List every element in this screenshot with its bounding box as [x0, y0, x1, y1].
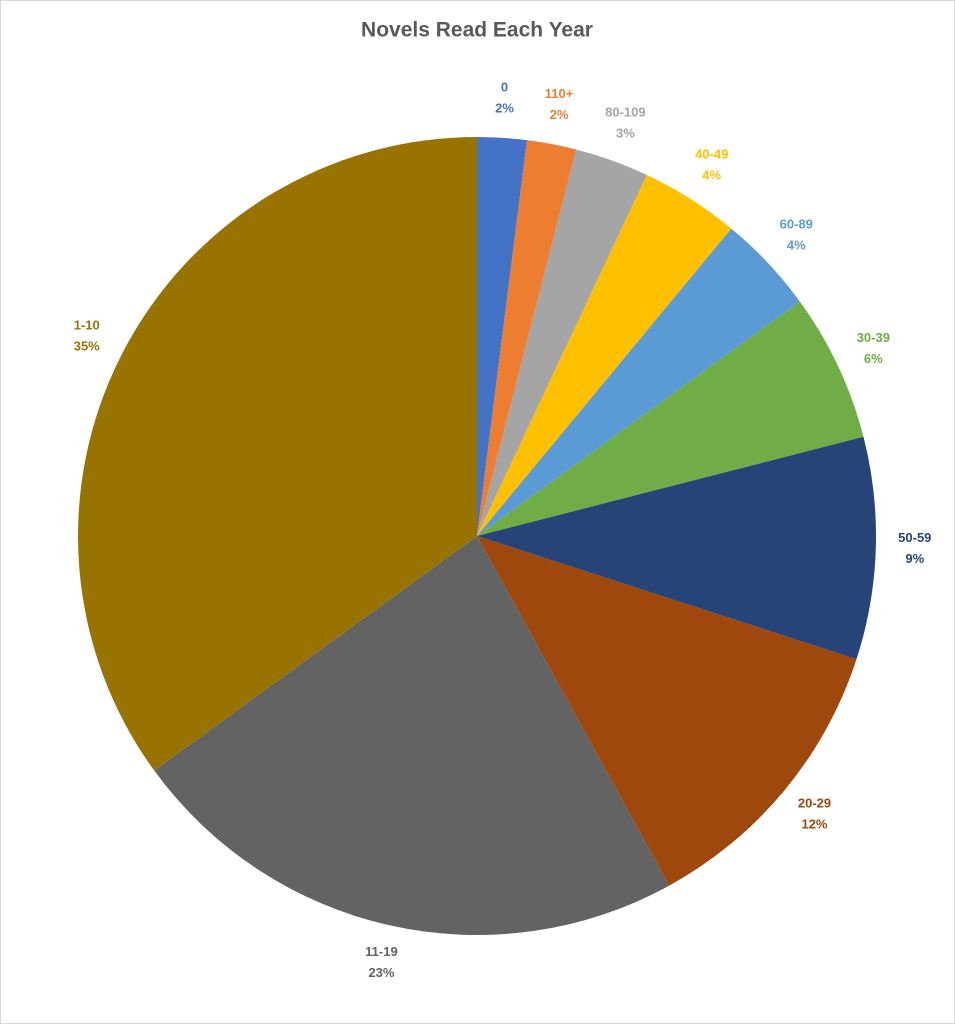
pie-slice [477, 301, 864, 536]
pie-slice [477, 174, 732, 536]
slice-value-label: 3% [616, 125, 635, 140]
pie-slice [154, 536, 670, 935]
slice-category-label: 60-89 [780, 217, 813, 232]
slice-value-label: 12% [801, 817, 827, 832]
slice-category-label: 20-29 [798, 796, 831, 811]
pie-slice [477, 149, 647, 536]
slice-category-label: 1-10 [74, 318, 100, 333]
slice-category-label: 110+ [545, 86, 574, 101]
slice-category-label: 50-59 [898, 530, 931, 545]
slice-value-label: 35% [74, 339, 100, 354]
slice-value-label: 23% [368, 965, 394, 980]
slice-category-label: 40-49 [695, 147, 728, 162]
chart-title: Novels Read Each Year [361, 19, 593, 42]
pie-slice [477, 436, 876, 660]
pie-slice [477, 536, 857, 886]
slice-value-label: 2% [495, 100, 514, 115]
slice-value-label: 9% [905, 551, 924, 566]
pie-slice [477, 140, 577, 536]
pie-slice [477, 228, 800, 536]
slice-category-label: 0 [501, 79, 508, 94]
pie-slice [78, 137, 478, 771]
slice-value-label: 6% [864, 351, 883, 366]
slice-category-label: 30-39 [857, 330, 890, 345]
slice-value-label: 4% [787, 238, 806, 253]
slice-value-label: 2% [550, 107, 569, 122]
slice-category-label: 11-19 [365, 944, 398, 959]
pie-slice [477, 137, 528, 536]
slice-value-label: 4% [702, 168, 721, 183]
slice-category-label: 80-109 [605, 104, 645, 119]
